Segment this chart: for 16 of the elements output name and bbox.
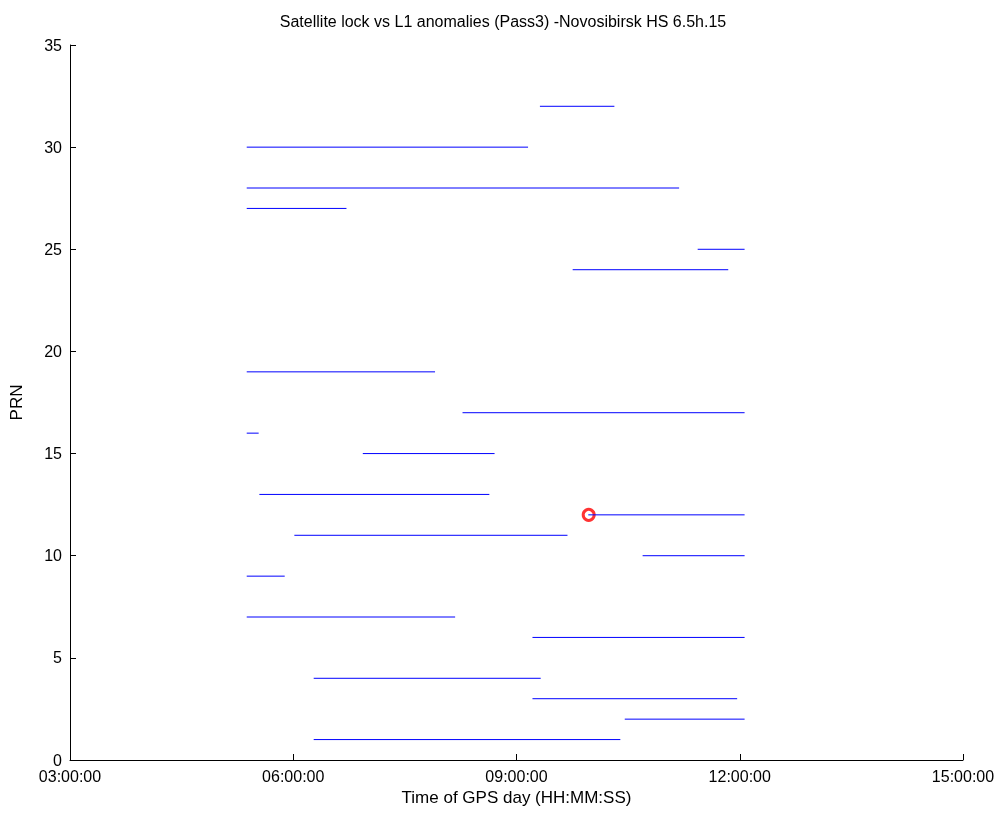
y-tick-label: 5 xyxy=(53,649,63,667)
y-tick-label: 10 xyxy=(44,547,63,565)
y-tick-label: 20 xyxy=(44,342,63,360)
y-tick-label: 15 xyxy=(44,445,63,463)
x-tick-label: 15:00:00 xyxy=(931,767,995,785)
x-tick-label: 12:00:00 xyxy=(708,767,771,785)
y-tick-label: 25 xyxy=(44,240,63,258)
y-tick-label: 30 xyxy=(44,138,63,156)
y-tick-label: 0 xyxy=(53,751,63,769)
y-tick-label: 35 xyxy=(44,36,63,54)
x-tick-label: 06:00:00 xyxy=(262,767,325,785)
x-tick-label: 03:00:00 xyxy=(38,767,102,785)
y-axis-title: PRN xyxy=(7,384,26,421)
x-axis-title: Time of GPS day (HH:MM:SS) xyxy=(401,787,632,807)
x-tick-label: 09:00:00 xyxy=(485,767,548,785)
chart-title: Satellite lock vs L1 anomalies (Pass3) -Novosibirsk HS 6.5h.15 xyxy=(279,12,727,30)
